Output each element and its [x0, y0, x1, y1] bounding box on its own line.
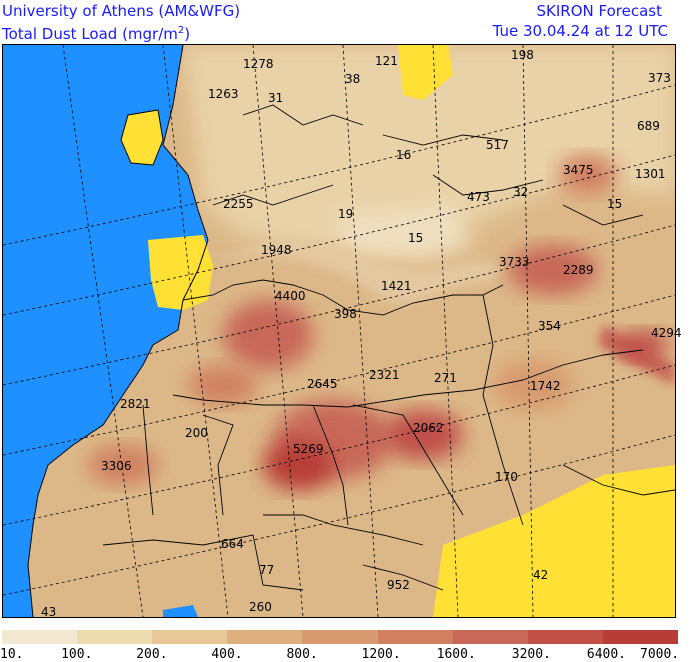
- dust-value-label: 38: [345, 72, 361, 86]
- atlantic-ocean: [3, 45, 208, 617]
- dust-value-label: 43: [41, 605, 57, 619]
- legend-swatch: [227, 630, 303, 644]
- dust-value-label: 271: [434, 371, 457, 385]
- dust-hotspot: [383, 410, 463, 460]
- dust-value-label: 32: [513, 185, 529, 199]
- field-prefix: Total Dust Load (mgr/m: [2, 25, 178, 43]
- dust-value-label: 2289: [563, 263, 594, 277]
- dust-value-label: 952: [387, 578, 410, 592]
- legend-swatch: [377, 630, 453, 644]
- dust-load-map: 1278 1263 31 38 121 198 373 689 16 517 3475 1301 225…: [2, 44, 682, 619]
- dust-value-label: 16: [396, 148, 412, 162]
- dust-value-label: 1421: [381, 279, 412, 293]
- dust-value-label: 3306: [101, 459, 132, 473]
- legend-swatch: [527, 630, 603, 644]
- dust-hotspot: [88, 445, 158, 485]
- dust-value-label: 31: [268, 91, 284, 105]
- dust-value-label: 1301: [635, 167, 666, 181]
- field-title: Total Dust Load (mgr/m2): [2, 21, 190, 44]
- legend-label: 800.: [286, 647, 318, 662]
- legend-swatch: [77, 630, 153, 644]
- central-africa-no-dust: [433, 465, 675, 617]
- dust-value-label: 170: [495, 470, 518, 484]
- legend-swatch: [602, 630, 678, 644]
- dust-hotspot: [188, 365, 258, 405]
- dust-value-label: 2645: [307, 377, 338, 391]
- dust-hotspot: [618, 330, 668, 360]
- legend-label: 400.: [211, 647, 243, 662]
- dust-value-label: 2255: [223, 197, 254, 211]
- map-header: University of Athens (AM&WFG) Total Dust…: [0, 0, 700, 44]
- dust-hotspot: [263, 440, 333, 490]
- dust-value-label: 2321: [369, 368, 400, 382]
- dust-value-label: 260: [249, 600, 272, 614]
- field-suffix: ): [184, 25, 191, 43]
- dust-value-label: 121: [375, 54, 398, 68]
- dust-value-label: 200: [185, 426, 208, 440]
- dust-value-label: 2062: [413, 421, 444, 435]
- legend-swatch: [452, 630, 528, 644]
- dust-value-label: 3733: [499, 255, 530, 269]
- legend-label: 3200.: [511, 647, 551, 662]
- dust-hotspot: [558, 155, 618, 195]
- dust-value-label: 473: [467, 190, 490, 204]
- dust-hotspot: [508, 245, 598, 295]
- legend-label: 7000.: [640, 647, 680, 662]
- dust-value-label: 1948: [261, 243, 292, 257]
- britain-no-dust: [121, 110, 163, 165]
- dust-value-label: 354: [538, 319, 561, 333]
- country-borders: [102, 104, 675, 591]
- map-canvas: [3, 45, 675, 617]
- dust-value-label: 689: [637, 119, 660, 133]
- legend-label: 10.: [0, 647, 24, 662]
- dust-value-label: 15: [408, 231, 424, 245]
- institution-title: University of Athens (AM&WFG): [2, 2, 241, 20]
- dust-value-label: 517: [486, 138, 509, 152]
- dust-value-label: 398: [334, 307, 357, 321]
- dust-value-label: 664: [221, 537, 244, 551]
- legend-label: 6400.: [586, 647, 627, 662]
- lat-lon-grid: [3, 45, 675, 617]
- iberia-no-dust: [148, 235, 213, 310]
- balkans-light-dust: [333, 205, 473, 260]
- legend-colorbar: [2, 630, 678, 644]
- europe-light-dust: [183, 45, 675, 260]
- britain-coast: [120, 109, 164, 166]
- dust-value-label: 77: [259, 563, 275, 577]
- dust-value-label: 15: [607, 197, 623, 211]
- dust-value-label: 1278: [243, 57, 274, 71]
- dust-value-label: 19: [338, 207, 354, 221]
- dust-value-label: 2821: [120, 397, 151, 411]
- legend-swatch: [152, 630, 228, 644]
- gulf-guinea: [163, 605, 198, 617]
- dust-hotspot: [223, 300, 313, 370]
- dust-value-label: 1742: [530, 379, 561, 393]
- mediterranean-dust: [218, 240, 503, 305]
- dust-value-label: 5269: [293, 442, 324, 456]
- dust-value-label: 1263: [208, 87, 239, 101]
- legend-label: 1200.: [361, 647, 401, 662]
- legend-label: 200.: [136, 647, 168, 662]
- dust-value-label: 3475: [563, 163, 594, 177]
- dust-value-label: 198: [511, 48, 534, 62]
- coastline: [27, 45, 209, 617]
- legend-label: 1600.: [436, 647, 476, 662]
- legend-swatch: [302, 630, 378, 644]
- legend-label: 100.: [61, 647, 93, 662]
- valid-time: Tue 30.04.24 at 12 UTC: [492, 22, 668, 40]
- field-exponent: 2: [177, 25, 185, 36]
- dust-hotspot: [493, 360, 573, 410]
- dust-value-label: 4294: [651, 326, 682, 340]
- dust-value-label: 42: [533, 568, 549, 582]
- legend-swatch: [2, 630, 78, 644]
- dust-value-label: 4400: [275, 289, 306, 303]
- poland-no-dust: [398, 45, 453, 100]
- model-title: SKIRON Forecast: [536, 2, 662, 20]
- dust-value-label: 373: [648, 71, 671, 85]
